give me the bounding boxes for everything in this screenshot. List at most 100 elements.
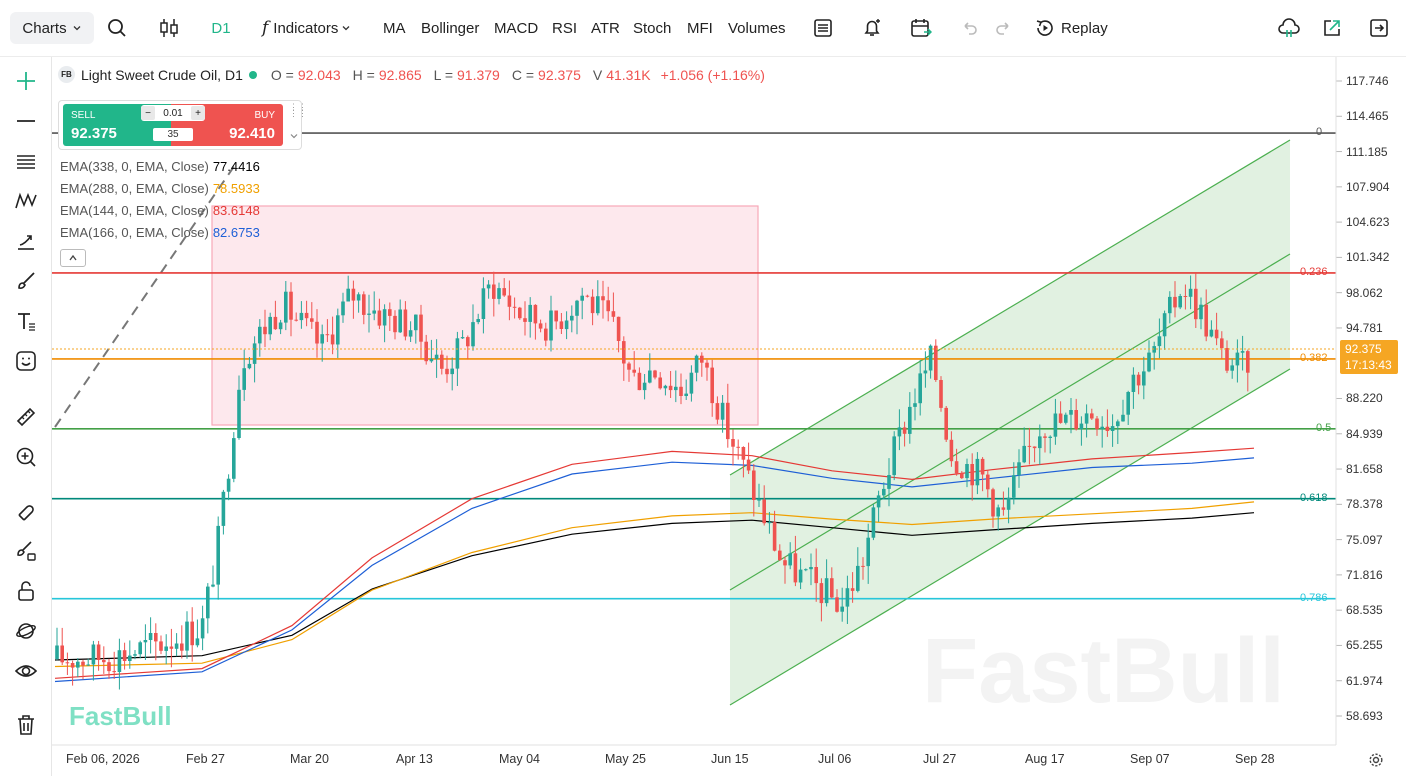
indicators-button[interactable]: f Indicators — [262, 11, 351, 45]
candle-body — [284, 291, 288, 323]
external-link-icon — [1324, 20, 1340, 36]
candle-body — [523, 318, 527, 322]
chart-type-button[interactable] — [156, 11, 182, 45]
candle-body — [96, 644, 101, 660]
candle-body — [304, 312, 309, 319]
candle-body — [346, 288, 350, 302]
candle-body — [138, 642, 142, 655]
emoji-tool[interactable] — [10, 345, 42, 377]
pattern-tool[interactable] — [10, 185, 42, 217]
study-bollinger-button[interactable]: Bollinger — [421, 19, 480, 37]
collapse-legend-button[interactable] — [60, 249, 86, 267]
chart-settings-button[interactable] — [1368, 752, 1386, 770]
cloud-save-button[interactable] — [1276, 11, 1302, 45]
candle-body — [1121, 414, 1125, 422]
candle-body — [1173, 296, 1177, 308]
study-macd-button[interactable]: MACD — [494, 19, 539, 37]
charts-menu-button[interactable]: Charts — [10, 12, 94, 44]
lot-stepper[interactable]: − 0.01 + — [141, 105, 205, 121]
study-mfi-button[interactable]: MFI — [687, 19, 713, 37]
price-chart[interactable]: FastBull FastBull — [52, 57, 1406, 776]
measure-tool[interactable] — [10, 401, 42, 433]
sell-price: 92.375 — [71, 125, 117, 142]
candle-body — [902, 427, 907, 434]
open-external-button[interactable] — [1321, 11, 1343, 45]
object-tree-tool[interactable] — [10, 615, 42, 647]
brush-lock-icon — [17, 541, 36, 561]
time-axis-label: Jun 15 — [711, 752, 749, 766]
smiley-icon — [16, 351, 36, 371]
channel-upper — [729, 139, 1291, 476]
candle-body — [278, 322, 283, 330]
candle-body — [705, 362, 709, 368]
plus-icon[interactable]: + — [191, 106, 205, 120]
visibility-tool[interactable] — [10, 655, 42, 687]
study-rsi-button[interactable]: RSI — [552, 19, 578, 37]
study-stoch-button[interactable]: Stoch — [633, 19, 672, 37]
template-button[interactable] — [812, 11, 834, 45]
zoom-tool[interactable] — [10, 441, 42, 473]
exit-fullscreen-button[interactable] — [1368, 11, 1390, 45]
candle-body — [195, 638, 200, 646]
price-axis-label: 88.220 — [1346, 391, 1383, 406]
ema-legend-row[interactable]: EMA(288, 0, EMA, Close) 78.5933 — [60, 181, 260, 196]
calendar-button[interactable] — [909, 11, 933, 45]
drag-handle-icon[interactable]: ⋮⋮ ⋮⋮ — [289, 102, 307, 118]
candle-body — [762, 499, 766, 524]
replay-button[interactable]: Replay — [1034, 11, 1108, 45]
timeframe-button[interactable]: D1 — [211, 19, 231, 37]
trash-icon — [18, 715, 34, 735]
ema-legend-row[interactable]: EMA(144, 0, EMA, Close) 83.6148 — [60, 203, 260, 218]
ema-legend-row[interactable]: EMA(338, 0, EMA, Close) 77.4416 — [60, 159, 260, 174]
zoom-in-icon — [16, 447, 36, 467]
candle-body — [393, 315, 397, 333]
crosshair-tool[interactable] — [10, 65, 42, 97]
text-tool[interactable] — [10, 305, 42, 337]
redo-button[interactable] — [993, 11, 1013, 45]
candle-body — [538, 323, 543, 329]
candle-body — [580, 295, 584, 301]
candlestick-icon — [160, 19, 178, 37]
sell-label: SELL — [71, 110, 96, 121]
channel-tool[interactable] — [10, 145, 42, 177]
candle-body — [294, 319, 298, 321]
projection-tool[interactable] — [10, 225, 42, 257]
brush-tool[interactable] — [10, 265, 42, 297]
study-atr-button[interactable]: ATR — [591, 19, 620, 37]
symbol-badge: FB — [58, 66, 75, 83]
candle-body — [814, 567, 818, 584]
study-volumes-button[interactable]: Volumes — [728, 19, 786, 37]
search-button[interactable] — [104, 11, 130, 45]
ema-legend-row[interactable]: EMA(166, 0, EMA, Close) 82.6753 — [60, 225, 260, 240]
candle-body — [939, 380, 943, 408]
candle-body — [76, 661, 80, 668]
candle-body — [622, 341, 626, 364]
study-ma-button[interactable]: MA — [383, 19, 406, 37]
magnet-tool[interactable] — [10, 495, 42, 527]
candle-body — [502, 288, 506, 296]
undo-button[interactable] — [960, 11, 980, 45]
lock-tool[interactable] — [10, 575, 42, 607]
candle-body — [611, 311, 616, 317]
candle-body — [388, 309, 392, 316]
candle-body — [918, 373, 922, 404]
chevron-down-icon[interactable] — [289, 131, 299, 141]
alert-button[interactable] — [861, 11, 883, 45]
candle-body — [471, 322, 475, 347]
candle-body — [1110, 426, 1115, 431]
candle-body — [1188, 288, 1193, 297]
redo-icon — [996, 22, 1009, 35]
undo-icon — [964, 22, 977, 35]
delete-drawings-tool[interactable] — [10, 709, 42, 741]
fibonacci-levels — [52, 132, 1336, 600]
candle-body — [585, 295, 590, 297]
minus-icon[interactable]: − — [141, 106, 155, 120]
candle-body — [216, 525, 220, 585]
ruler-icon — [16, 407, 36, 427]
ema-label: EMA(166, 0, EMA, Close) — [60, 225, 209, 240]
candle-body — [362, 294, 366, 315]
line-tool[interactable] — [10, 105, 42, 137]
time-axis-label: Aug 17 — [1025, 752, 1065, 766]
symbol-name[interactable]: Light Sweet Crude Oil, D1 — [81, 66, 243, 83]
keep-drawing-tool[interactable] — [10, 535, 42, 567]
